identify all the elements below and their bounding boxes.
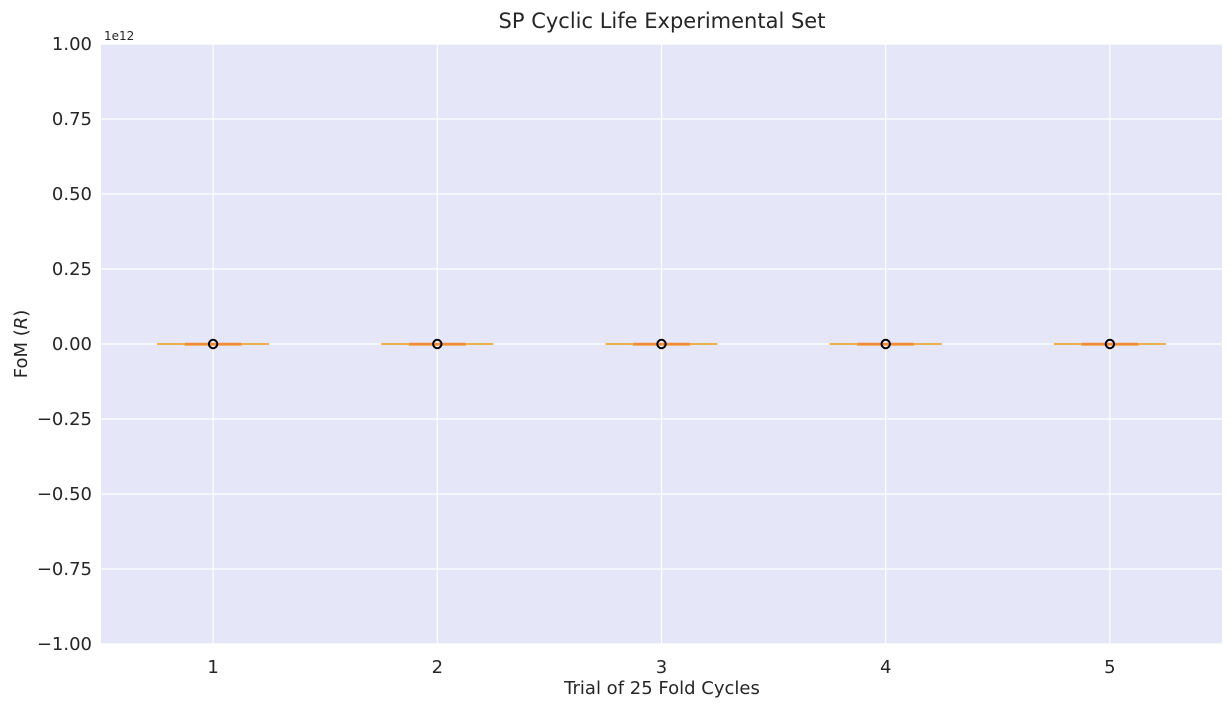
y-tick-label: −0.50 [37,484,92,505]
box-group [157,338,270,350]
x-tick-label: 4 [880,657,891,678]
y-axis-tick-labels: −1.00 −0.75 −0.50 −0.25 0.00 0.25 0.50 0.75 1.00 [37,34,92,655]
y-tick-label: 0.75 [52,109,92,130]
y-axis-label-end: ) [11,310,32,317]
chart-title: SP Cyclic Life Experimental Set [499,9,826,33]
box-group [1053,338,1166,350]
outlier-point [1104,338,1116,350]
y-axis-label-italic: R [11,317,32,330]
y-tick-label: 0.00 [52,334,92,355]
box-plot-marks [157,338,1166,350]
y-axis-label-main: FoM ( [11,329,32,378]
y-tick-label: −1.00 [37,634,92,655]
x-axis-label: Trial of 25 Fold Cycles [563,678,760,699]
y-tick-label: 1.00 [52,34,92,55]
outlier-point [207,338,219,350]
y-axis-offset-label: 1e12 [104,29,134,43]
x-axis-tick-labels: 1 2 3 4 5 [207,657,1115,678]
x-tick-label: 1 [207,657,218,678]
box-group [381,338,494,350]
y-tick-label: 0.25 [52,259,92,280]
x-tick-label: 2 [432,657,443,678]
outlier-point [656,338,667,350]
outlier-point [432,338,443,350]
box-group [605,338,718,350]
box-group [829,338,942,350]
y-tick-label: −0.75 [37,559,92,580]
y-tick-label: 0.50 [52,184,92,205]
y-tick-label: −0.25 [37,409,92,430]
x-tick-label: 5 [1104,657,1115,678]
x-tick-label: 3 [656,657,667,678]
outlier-point [880,338,891,350]
y-axis-label: FoM (R) [11,310,32,379]
